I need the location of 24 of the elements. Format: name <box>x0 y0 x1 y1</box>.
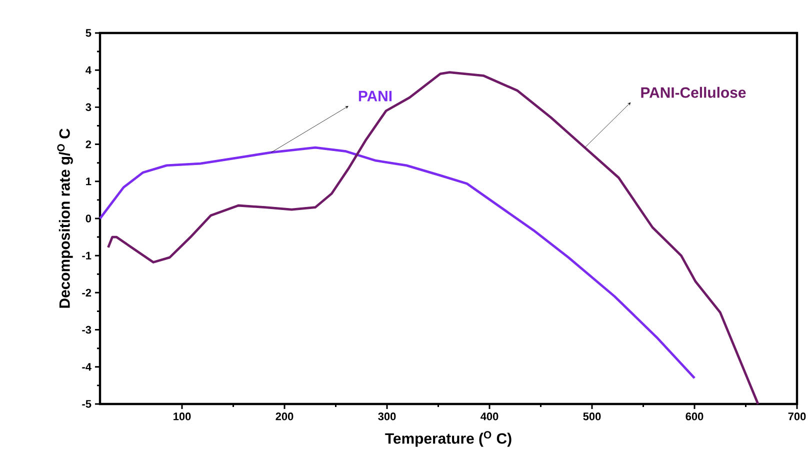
y-tick-label: 1 <box>86 178 92 186</box>
y-tick-label: -1 <box>82 252 92 260</box>
y-tick-label: 0 <box>86 214 92 222</box>
y-tick-label: 3 <box>86 103 92 112</box>
y-tick-label: -3 <box>82 326 92 334</box>
x-tick-label: 400 <box>480 412 498 420</box>
x-tick-label: 500 <box>583 412 601 420</box>
y-tick-label: 2 <box>86 140 92 148</box>
y-tick-label: -2 <box>82 288 92 297</box>
y-tick-label: 5 <box>86 29 92 37</box>
x-tick-label: 700 <box>788 412 806 420</box>
x-tick-label: 100 <box>174 412 191 420</box>
x-tick-label: 600 <box>686 412 704 420</box>
text: PANI <box>358 90 392 102</box>
x-tick-label: 200 <box>276 412 294 420</box>
line-series <box>98 146 696 380</box>
x-tick-label: 300 <box>378 412 396 420</box>
y-tick-label: 4 <box>86 66 92 74</box>
text: PANI-Cellulose <box>641 86 746 98</box>
line-series <box>107 71 760 406</box>
y-tick-label: -5 <box>82 400 92 408</box>
y-axis-title: Decomposition rate g/$^{O}$ C <box>57 128 73 308</box>
y-tick-label: -4 <box>82 363 92 371</box>
x-axis-title: Temperature ($^{O}$ C) <box>385 431 512 447</box>
